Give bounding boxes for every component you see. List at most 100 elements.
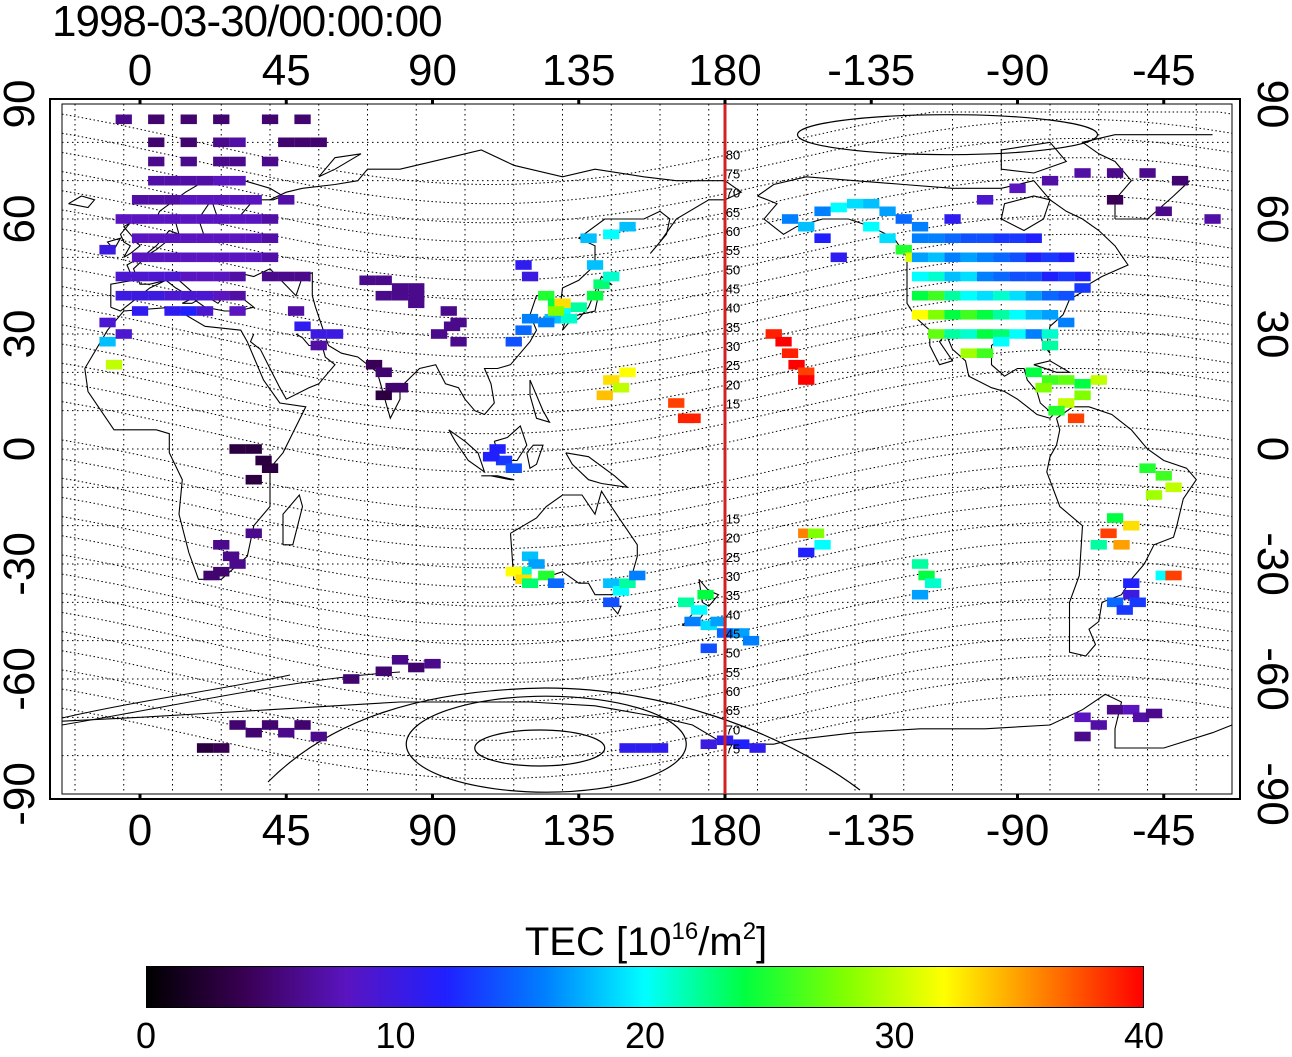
tec-cell	[879, 233, 896, 243]
tec-cell	[993, 290, 1010, 301]
tec-cell	[278, 271, 295, 282]
colorbar-tick-label: 40	[1123, 1015, 1165, 1056]
tec-cell	[944, 271, 961, 282]
tec-cell	[1139, 463, 1156, 473]
tec-cell	[781, 348, 799, 358]
x-top-tick-label: -45	[1132, 46, 1196, 95]
tec-cell	[1155, 206, 1172, 217]
x-bottom-tick-label: -45	[1132, 806, 1196, 855]
tec-cell	[131, 233, 149, 243]
tec-cell	[603, 271, 620, 282]
mag-contour	[61, 463, 1233, 550]
tec-cell	[993, 271, 1010, 282]
tec-cell	[131, 271, 149, 282]
x-bottom-tick-label: 90	[408, 806, 457, 855]
tec-cell	[960, 329, 977, 339]
tec-cell	[180, 233, 197, 243]
tec-cell	[1041, 271, 1059, 282]
tec-cell	[261, 463, 279, 473]
tec-cell	[1165, 570, 1182, 581]
mag-lat-label: 25	[726, 550, 740, 565]
tec-cell	[710, 616, 727, 627]
mag-lat-label: 50	[726, 646, 740, 661]
mag-lat-label: 15	[726, 397, 740, 412]
tec-cell	[993, 252, 1010, 263]
tec-cell	[1041, 310, 1059, 320]
tec-cell	[846, 198, 864, 209]
tec-cell	[1204, 214, 1221, 224]
tec-cell	[538, 290, 555, 301]
tec-cell	[521, 578, 539, 588]
tec-cell	[798, 375, 815, 385]
tec-data-cells	[99, 114, 1221, 753]
magnetic-latitude-contours	[61, 111, 1233, 793]
tec-cell	[960, 252, 977, 263]
tec-cell	[180, 252, 197, 263]
colorbar-title-end: ]	[756, 920, 768, 964]
tec-cell	[294, 720, 311, 730]
x-bottom-tick-label: 45	[262, 806, 311, 855]
tec-cell	[1132, 712, 1150, 723]
tec-cell	[229, 195, 246, 205]
mag-lat-label: 50	[726, 262, 740, 277]
tec-cell	[1058, 271, 1075, 282]
tec-cell	[538, 317, 555, 328]
mag-contour	[61, 502, 1233, 588]
tec-cell	[1025, 329, 1042, 339]
tec-cell	[830, 202, 847, 213]
tec-cell	[213, 271, 230, 282]
tec-cell	[180, 290, 197, 301]
y-right-tick-label: -30	[1248, 532, 1292, 596]
tec-cell	[213, 252, 230, 263]
tec-cell	[700, 643, 717, 654]
tec-cell	[213, 290, 230, 301]
tec-cell	[911, 589, 929, 600]
tec-cell	[131, 195, 149, 205]
tec-cell	[580, 233, 597, 243]
tec-cell	[1165, 482, 1182, 493]
x-top-tick-label: 90	[408, 46, 457, 95]
tec-cell	[408, 662, 425, 673]
tec-cell	[775, 336, 792, 347]
mag-lat-label: 15	[726, 512, 740, 527]
tec-cell	[733, 628, 750, 638]
tec-cell	[164, 233, 181, 243]
tec-cell	[1058, 252, 1075, 263]
coastline	[68, 195, 96, 209]
tec-cell	[1106, 195, 1124, 205]
tec-cell	[99, 336, 116, 347]
mag-lat-label: 65	[726, 703, 740, 718]
tec-cell	[521, 551, 539, 562]
tec-cell	[1123, 704, 1140, 715]
tec-cell	[375, 367, 392, 378]
tec-cell	[229, 156, 246, 167]
tec-cell	[505, 463, 522, 473]
tec-cell	[115, 271, 132, 282]
tec-cell	[993, 336, 1010, 347]
tec-cell	[765, 329, 782, 339]
tec-cell	[164, 252, 181, 263]
tec-cell	[976, 195, 994, 205]
tec-cell	[928, 233, 945, 243]
tec-cell	[261, 214, 279, 224]
tec-cell	[245, 474, 262, 485]
tec-cell	[521, 313, 539, 324]
tec-cell	[164, 195, 181, 205]
tec-cell	[596, 390, 613, 401]
tec-cell	[593, 279, 610, 289]
colorbar-tick-label: 20	[624, 1015, 666, 1056]
x-top-tick-label: -135	[827, 46, 915, 95]
tec-cell	[976, 252, 994, 263]
mag-contour	[61, 521, 1233, 607]
tec-cell	[229, 306, 246, 316]
tec-cell	[105, 359, 123, 370]
tec-cell	[1009, 233, 1026, 243]
tec-cell	[148, 137, 165, 148]
coastline	[1000, 141, 1068, 174]
tec-cell	[1041, 290, 1059, 301]
tec-cell	[196, 306, 214, 316]
tec-cell	[1009, 252, 1026, 263]
tec-cell	[733, 739, 750, 749]
mag-lat-label: 60	[726, 684, 740, 699]
tec-cell	[229, 137, 246, 148]
